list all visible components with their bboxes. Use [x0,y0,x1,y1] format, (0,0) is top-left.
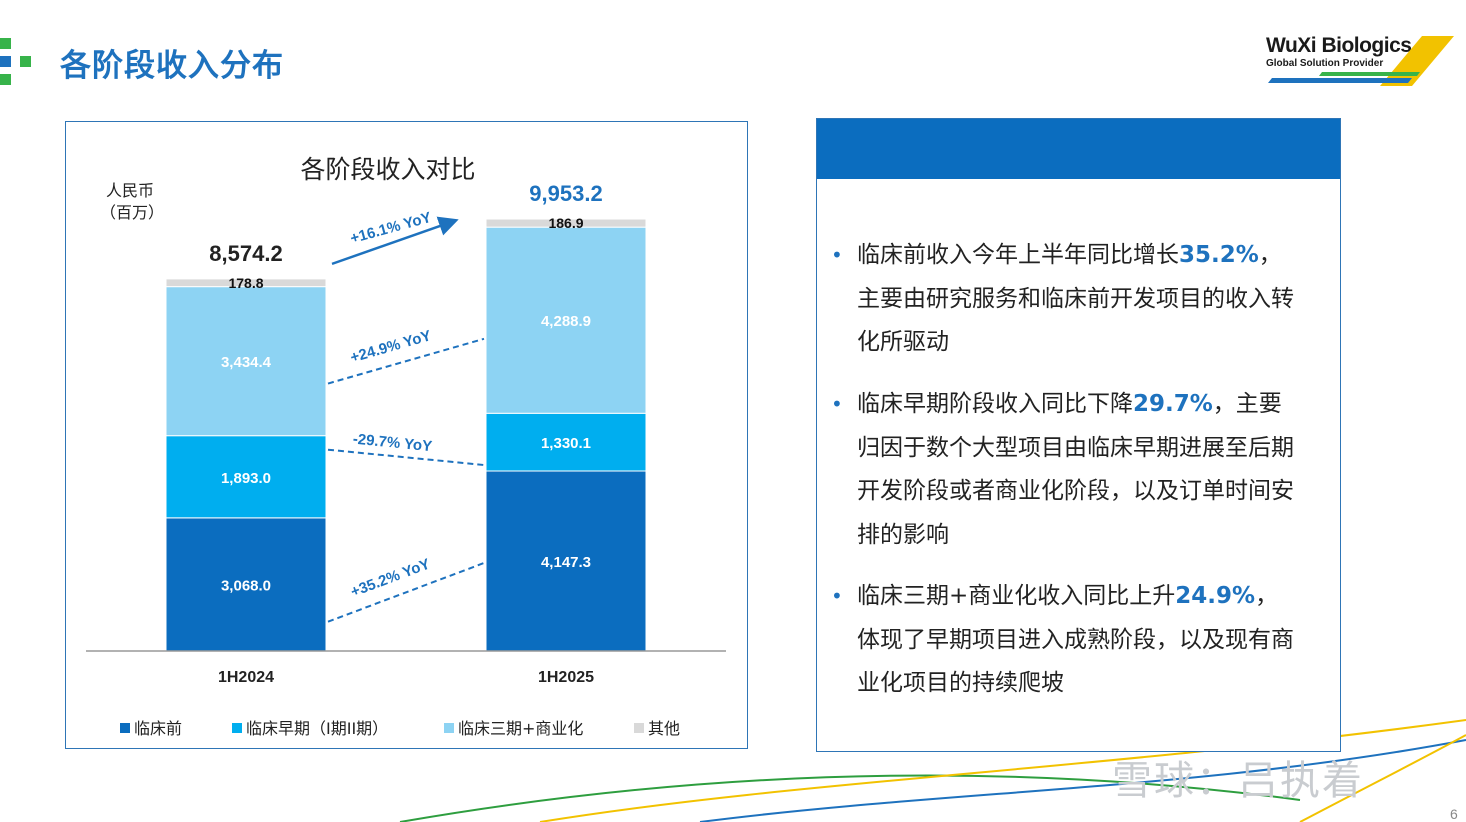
summary-panel: • 临床前收入今年上半年同比增长35.2%，主要由研究服务和临床前开发项目的收入转… [816,118,1341,752]
bullet-text: ，主要归因于数个大型项目由临床早期进展至后期开发阶段或者商业化阶段，以及订单时间… [857,391,1294,548]
highlight-value: 24.9% [1175,583,1256,609]
bar-segment [165,435,327,519]
bar-segment [165,278,327,288]
bullet-dot-icon: • [831,584,843,608]
legend-entry: 临床前 [134,719,182,738]
page-number: 6 [1450,806,1458,822]
legend-entry: 临床早期（I期II期） [246,719,388,738]
chart-title: 各阶段收入对比 [300,155,475,184]
data-label: 1,893.0 [221,470,271,487]
legend-swatch [634,723,644,733]
chart-panel: 各阶段收入对比 人民币 （百万） 3,068.0 1,893.0 3,434.4 17… [65,121,748,749]
growth-line [327,337,485,385]
data-label: 3,434.4 [221,354,272,371]
data-label: 186.9 [548,215,583,231]
bullet-text: 临床早期阶段收入同比下降 [857,391,1133,417]
bar-segment [485,226,647,414]
growth-line [327,562,485,623]
page-title: 各阶段收入分布 [60,48,284,84]
data-label: 1,330.1 [541,435,591,452]
growth-label: +16.1% YoY [348,209,433,247]
bullet-text: 临床三期+商业化收入同比上升 [857,583,1176,609]
data-label: 178.8 [228,275,263,291]
bullet-dot-icon: • [831,392,843,416]
highlight-value: 29.7% [1133,391,1213,417]
summary-panel-header [817,119,1340,179]
growth-line [331,216,459,266]
bullet-text: ，体现了早期项目进入成熟阶段，以及现有商业化项目的持续爬坡 [857,583,1294,696]
unit-label: 人民币 [106,181,154,200]
data-label: 3,068.0 [221,577,271,594]
brand-logo: WuXi Biologics Global Solution Provider [1262,34,1462,90]
brand-name: WuXi Biologics [1266,34,1412,57]
growth-label: -29.7% YoY [352,431,433,456]
highlight-value: 35.2% [1179,242,1259,268]
legend-swatch [232,723,242,733]
x-tick-label: 1H2025 [538,669,594,686]
summary-bullet: • 临床前收入今年上半年同比增长35.2%，主要由研究服务和临床前开发项目的收入转… [831,234,1297,365]
legend-swatch [444,723,454,733]
bullet-text: ，主要由研究服务和临床前开发项目的收入转化所驱动 [857,242,1294,355]
data-label: 4,288.9 [541,313,591,330]
summary-bullet: • 临床早期阶段收入同比下降29.7%，主要归因于数个大型项目由临床早期进展至后期… [831,383,1297,557]
bullet-text: 临床前收入今年上半年同比增长 [857,242,1179,268]
total-label: 9,953.2 [529,181,602,206]
bar-segment [165,286,327,437]
bar-segment [485,412,647,472]
summary-bullet: • 临床三期+商业化收入同比上升24.9%，体现了早期项目进入成熟阶段，以及现有商… [831,575,1297,706]
total-label: 8,574.2 [209,241,282,266]
stacked-bar-chart: 各阶段收入对比 人民币 （百万） 3,068.0 1,893.0 3,434.4 17… [86,155,726,738]
legend-swatch [120,723,130,733]
growth-line [327,448,485,467]
watermark: 雪球：吕执着 [1112,758,1364,804]
logo-squares-icon [0,38,40,86]
growth-label: +24.9% YoY [348,327,433,366]
brand-tagline: Global Solution Provider [1266,58,1384,69]
x-tick-label: 1H2024 [218,669,274,686]
brand-swoosh-icon [1268,36,1454,86]
unit-label-sub: （百万） [100,203,164,222]
data-label: 4,147.3 [541,554,591,571]
bar-segment [485,218,647,228]
bullet-dot-icon: • [831,243,843,267]
growth-label: +35.2% YoY [348,556,432,601]
bar-segment [485,470,647,652]
legend-entry: 其他 [648,719,680,738]
legend-entry: 临床三期+商业化 [458,719,583,738]
